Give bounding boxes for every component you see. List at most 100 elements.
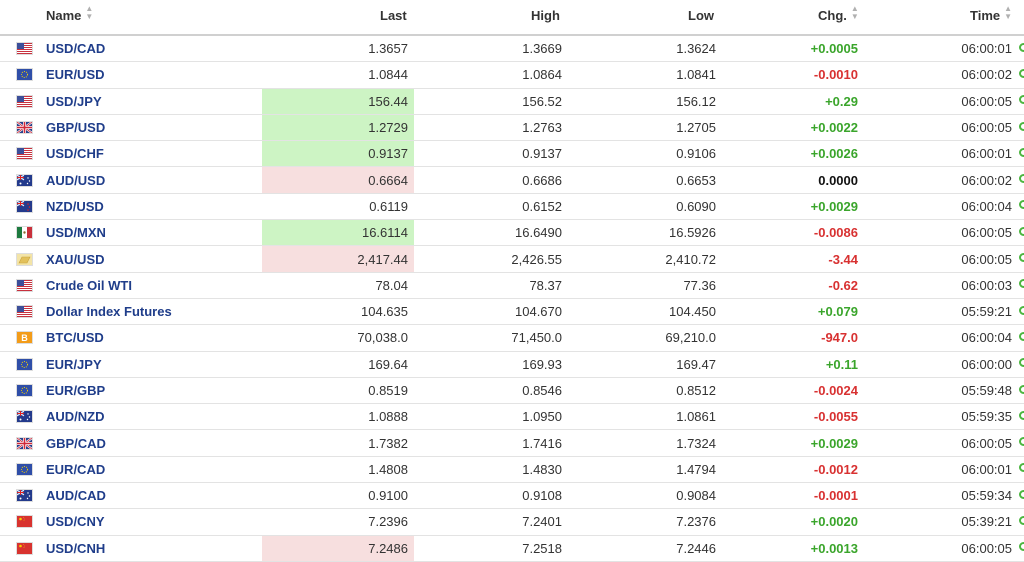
instrument-name-link[interactable]: XAU/USD <box>46 251 105 267</box>
instrument-name-link[interactable]: EUR/CAD <box>46 461 106 477</box>
instrument-name-link[interactable]: USD/CAD <box>46 41 106 57</box>
sort-icon: ▲ ▼ <box>850 4 859 21</box>
column-header-chg[interactable]: Chg. ▲ ▼ <box>818 0 859 34</box>
last-price-cell: 1.4808 <box>368 461 408 477</box>
low-price-cell: 2,410.72 <box>665 251 716 267</box>
instrument-name-link[interactable]: Crude Oil WTI <box>46 277 132 293</box>
eu-flag-icon <box>16 62 33 87</box>
table-row[interactable]: USD/CAD 1.3657 1.3669 1.3624 +0.0005 06:00:01 <box>0 36 1024 63</box>
instrument-name-link[interactable]: NZD/USD <box>46 198 104 214</box>
instrument-name-link[interactable]: AUD/NZD <box>46 409 105 425</box>
instrument-name-link[interactable]: GBP/CAD <box>46 435 106 451</box>
instrument-name-link[interactable]: USD/CHF <box>46 146 104 162</box>
column-header-low[interactable]: Low <box>688 8 714 23</box>
table-row[interactable]: AUD/CAD 0.9100 0.9108 0.9084 -0.0001 05:59:34 <box>0 483 1024 510</box>
us-flag-icon <box>16 273 33 298</box>
table-row[interactable]: Dollar Index Futures 104.635 104.670 104.45… <box>0 299 1024 326</box>
last-price-cell: 1.2729 <box>262 114 414 141</box>
table-row[interactable]: EUR/USD 1.0844 1.0864 1.0841 -0.0010 06:00:02 <box>0 62 1024 89</box>
column-header-time[interactable]: Time ▲ ▼ <box>970 0 1012 34</box>
last-price-cell: 169.64 <box>368 356 408 372</box>
change-cell: -0.0010 <box>813 67 858 83</box>
instrument-name-link[interactable]: EUR/JPY <box>46 356 102 372</box>
column-header-name[interactable]: Name ▲ ▼ <box>46 0 93 34</box>
time-cell: 06:00:01 <box>961 41 1012 57</box>
high-price-cell: 0.6152 <box>522 198 562 214</box>
high-price-cell: 0.8546 <box>522 383 562 398</box>
table-row[interactable]: USD/CHF 0.9137 0.9137 0.9106 +0.0026 06:00:01 <box>0 141 1024 168</box>
column-header-last[interactable]: Last <box>380 8 407 23</box>
table-body: USD/CAD 1.3657 1.3669 1.3624 +0.0005 06:00:01… <box>0 36 1024 562</box>
instrument-name-link[interactable]: USD/CNY <box>46 514 105 530</box>
instrument-name-link[interactable]: EUR/GBP <box>46 383 106 398</box>
sort-icon: ▲ ▼ <box>1004 4 1013 21</box>
instrument-name-link[interactable]: USD/CNH <box>46 540 106 556</box>
instrument-name-link[interactable]: AUD/USD <box>46 172 106 188</box>
uk-flag-icon <box>16 430 33 455</box>
high-price-cell: 1.4830 <box>522 461 562 477</box>
market-open-status-icon <box>1019 542 1024 552</box>
us-flag-icon <box>16 299 33 324</box>
high-price-cell: 1.2763 <box>522 120 562 136</box>
market-open-status-icon <box>1019 331 1024 341</box>
table-row[interactable]: GBP/USD 1.2729 1.2763 1.2705 +0.0022 06:00:05 <box>0 114 1024 142</box>
au-flag-icon <box>16 167 33 192</box>
high-price-cell: 1.0864 <box>522 67 562 83</box>
table-row[interactable]: USD/JPY 156.44 156.52 156.12 +0.29 06:00:05 <box>0 88 1024 115</box>
table-row[interactable]: USD/MXN 16.6114 16.6490 16.5926 -0.0086 06:00… <box>0 220 1024 247</box>
table-row[interactable]: EUR/JPY 169.64 169.93 169.47 +0.11 06:00:00 <box>0 352 1024 378</box>
low-price-cell: 169.47 <box>676 356 716 372</box>
last-price-cell: 70,038.0 <box>357 330 408 346</box>
column-header-high[interactable]: High <box>531 8 560 23</box>
low-price-cell: 0.6653 <box>676 172 716 188</box>
low-price-cell: 1.0841 <box>676 67 716 83</box>
change-cell: -0.0055 <box>813 409 858 425</box>
table-row[interactable]: AUD/NZD 1.0888 1.0950 1.0861 -0.0055 05:59:35 <box>0 404 1024 431</box>
low-price-cell: 7.2376 <box>676 514 716 530</box>
column-header-chg-label: Chg. <box>818 8 847 23</box>
high-price-cell: 1.7416 <box>522 435 562 451</box>
instrument-name-link[interactable]: EUR/USD <box>46 67 105 83</box>
nz-flag-icon <box>16 194 33 219</box>
table-row[interactable]: EUR/CAD 1.4808 1.4830 1.4794 -0.0012 06:00:01 <box>0 457 1024 484</box>
last-price-cell: 16.6114 <box>262 220 414 246</box>
table-row[interactable]: USD/CNY 7.2396 7.2401 7.2376 +0.0020 05:39:21 <box>0 509 1024 536</box>
table-row[interactable]: GBP/CAD 1.7382 1.7416 1.7324 +0.0029 06:00:05 <box>0 430 1024 457</box>
table-row[interactable]: AUD/USD 0.6664 0.6686 0.6653 0.0000 06:00:02 <box>0 167 1024 194</box>
time-cell: 05:59:35 <box>961 409 1012 425</box>
market-open-status-icon <box>1019 305 1024 315</box>
change-cell: +0.11 <box>825 356 858 372</box>
low-price-cell: 156.12 <box>676 93 716 109</box>
last-price-cell: 7.2486 <box>262 535 414 561</box>
last-price-cell: 1.0844 <box>368 67 408 83</box>
time-cell: 06:00:00 <box>961 356 1012 372</box>
eu-flag-icon <box>16 352 33 377</box>
column-header-time-label: Time <box>970 8 1001 23</box>
table-row[interactable]: EUR/GBP 0.8519 0.8546 0.8512 -0.0024 05:59:48 <box>0 378 1024 405</box>
time-cell: 06:00:01 <box>961 461 1012 477</box>
instrument-name-link[interactable]: USD/JPY <box>46 93 102 109</box>
high-price-cell: 0.6686 <box>522 172 562 188</box>
table-row[interactable]: B BTC/USD 70,038.0 71,450.0 69,210.0 -947.0 06… <box>0 325 1024 352</box>
change-cell: 0.0000 <box>818 172 858 188</box>
market-open-status-icon <box>1019 279 1024 289</box>
market-open-status-icon <box>1019 68 1024 78</box>
time-cell: 06:00:05 <box>961 435 1012 451</box>
instrument-name-link[interactable]: BTC/USD <box>46 330 104 346</box>
last-price-cell: 7.2396 <box>368 514 408 530</box>
high-price-cell: 78.37 <box>529 277 562 293</box>
instrument-name-link[interactable]: GBP/USD <box>46 120 106 136</box>
uk-flag-icon <box>16 115 33 140</box>
table-row[interactable]: XAU/USD 2,417.44 2,426.55 2,410.72 -3.44 06:0… <box>0 246 1024 273</box>
instrument-name-link[interactable]: AUD/CAD <box>46 488 106 504</box>
table-row[interactable]: NZD/USD 0.6119 0.6152 0.6090 +0.0029 06:00:04 <box>0 194 1024 221</box>
table-row[interactable]: USD/CNH 7.2486 7.2518 7.2446 +0.0013 06:00:05 <box>0 535 1024 562</box>
low-price-cell: 1.4794 <box>676 461 716 477</box>
high-price-cell: 169.93 <box>522 356 562 372</box>
low-price-cell: 1.0861 <box>676 409 716 425</box>
time-cell: 06:00:02 <box>961 67 1012 83</box>
instrument-name-link[interactable]: Dollar Index Futures <box>46 304 172 320</box>
instrument-name-link[interactable]: USD/MXN <box>46 225 106 241</box>
table-row[interactable]: Crude Oil WTI 78.04 78.37 77.36 -0.62 06:00:0… <box>0 273 1024 299</box>
